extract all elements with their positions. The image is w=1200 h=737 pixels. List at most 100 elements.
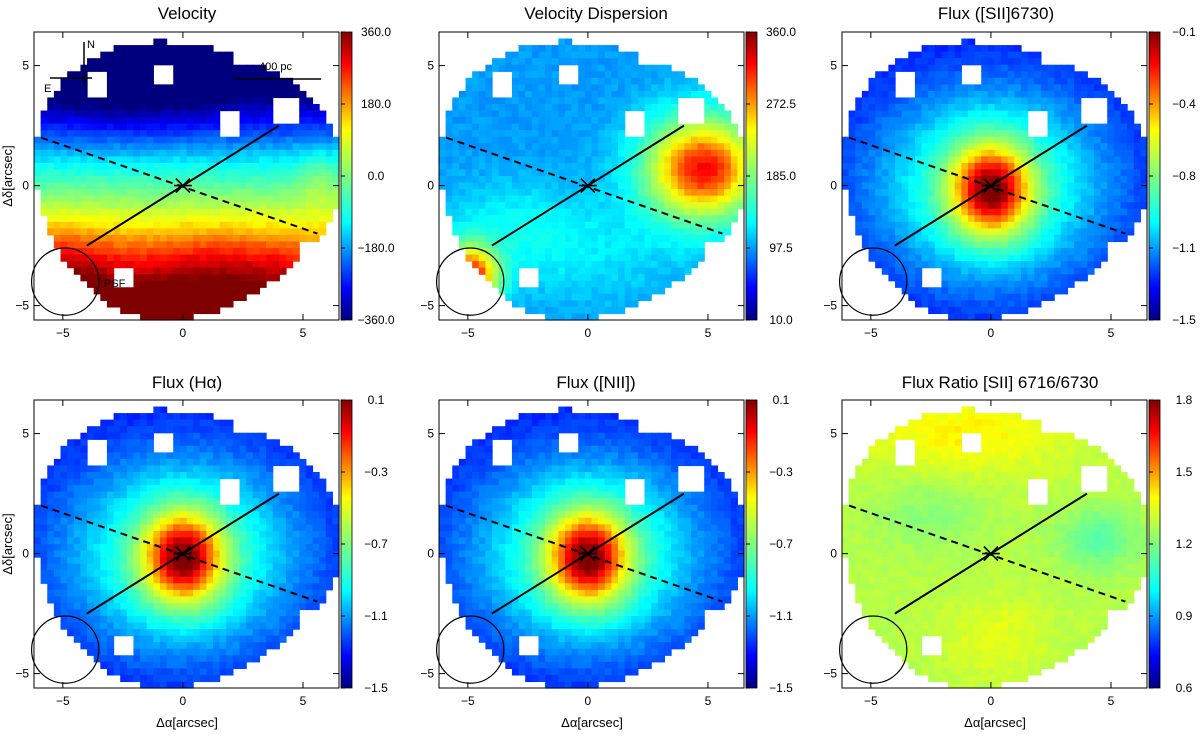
heatmap-cell (146, 274, 154, 282)
heatmap-cell (934, 169, 943, 177)
heatmap-cell (120, 241, 128, 249)
heatmap-cell (1001, 97, 1009, 105)
heatmap-cell (954, 130, 962, 138)
heatmap-cell (584, 287, 593, 295)
heatmap-cell (485, 123, 493, 131)
heatmap-cell (492, 143, 500, 151)
heatmap-cell (881, 176, 890, 184)
heatmap-cell (226, 90, 234, 99)
heatmap-cell (604, 261, 612, 269)
heatmap-cell (113, 570, 121, 578)
heatmap-cell (232, 104, 241, 112)
heatmap-cell (159, 221, 168, 229)
heatmap-cell (93, 616, 101, 624)
heatmap-cell (967, 51, 976, 59)
heatmap-cell (551, 64, 559, 72)
heatmap-cell (478, 234, 487, 243)
heatmap-cell (1027, 136, 1035, 144)
heatmap-cell (47, 143, 55, 151)
heatmap-cell (941, 123, 949, 131)
heatmap-cell (531, 104, 540, 112)
heatmap-cell (120, 570, 128, 578)
heatmap-cell (564, 215, 573, 223)
heatmap-cell (1027, 84, 1035, 92)
heatmap-cell (611, 241, 619, 249)
heatmap-cell (525, 71, 533, 79)
heatmap-cell (908, 234, 916, 243)
heatmap-cell (598, 45, 606, 53)
heatmap-cell (848, 117, 856, 125)
heatmap-cell (279, 182, 287, 190)
heatmap-cell (100, 274, 108, 282)
heatmap-cell (974, 300, 982, 308)
heatmap-cell (967, 195, 976, 203)
heatmap-cell (690, 254, 699, 262)
heatmap-cell (571, 208, 579, 216)
heatmap-cell (179, 300, 188, 308)
heatmap-cell (239, 208, 247, 216)
heatmap-cell (106, 648, 115, 656)
heatmap-cell (684, 195, 692, 203)
psf-circle (435, 247, 505, 316)
heatmap-cell (292, 162, 300, 171)
heatmap-cell (934, 149, 943, 157)
heatmap-cell (644, 130, 652, 138)
heatmap-cell (272, 267, 280, 275)
heatmap-cell (106, 602, 115, 611)
heatmap-cell (511, 221, 520, 229)
heatmap-cell (213, 208, 221, 216)
heatmap-cell (199, 254, 207, 262)
heatmap-cell (458, 117, 467, 125)
heatmap-cell (895, 110, 903, 118)
heatmap-cell (1067, 117, 1075, 125)
heatmap-cell (1047, 261, 1055, 269)
heatmap-cell (901, 64, 909, 72)
heatmap-cell (934, 248, 943, 256)
heatmap-cell (492, 110, 500, 118)
heatmap-cell (954, 208, 962, 216)
heatmap-cell (558, 84, 566, 92)
heatmap-cell (259, 267, 267, 275)
heatmap-cell (80, 609, 88, 617)
heatmap-cell (518, 123, 526, 131)
heatmap-cell (106, 432, 115, 440)
heatmap-cell (93, 517, 101, 525)
heatmap-cell (631, 241, 639, 249)
heatmap-cell (618, 267, 626, 275)
heatmap-cell (987, 156, 996, 164)
heatmap-cell (67, 458, 75, 467)
heatmap-cell (1067, 228, 1075, 236)
heatmap-cell (511, 202, 520, 210)
heatmap-cell (994, 274, 1002, 282)
heatmap-cell (861, 221, 870, 229)
heatmap-cell (564, 248, 573, 256)
heatmap-cell (1107, 90, 1115, 99)
heatmap-cell (578, 64, 586, 72)
heatmap-cell (604, 215, 612, 223)
heatmap-cell (618, 215, 626, 223)
heatmap-cell (934, 97, 943, 105)
heatmap-cell (934, 182, 943, 190)
heatmap-cell (113, 491, 121, 499)
heatmap-cell (40, 136, 48, 144)
heatmap-cell (179, 189, 188, 197)
heatmap-cell (525, 169, 533, 177)
heatmap-cell (598, 280, 606, 288)
heatmap-cell (87, 563, 95, 571)
heatmap-cell (987, 248, 996, 256)
heatmap-cell (193, 202, 201, 210)
heatmap-cell (80, 97, 88, 105)
heatmap-cell (93, 195, 101, 203)
heatmap-cell (961, 45, 969, 53)
heatmap-cell (710, 97, 719, 105)
heatmap-cell (531, 221, 540, 229)
heatmap-cell (571, 267, 579, 275)
heatmap-cell (1021, 71, 1029, 79)
heatmap-cell (1113, 104, 1122, 112)
heatmap-cell (67, 583, 75, 591)
heatmap-cell (564, 110, 573, 118)
heatmap-cell (1120, 156, 1128, 164)
heatmap-cell (934, 228, 943, 236)
heatmap-cell (611, 248, 619, 256)
heatmap-cell (1047, 136, 1055, 144)
